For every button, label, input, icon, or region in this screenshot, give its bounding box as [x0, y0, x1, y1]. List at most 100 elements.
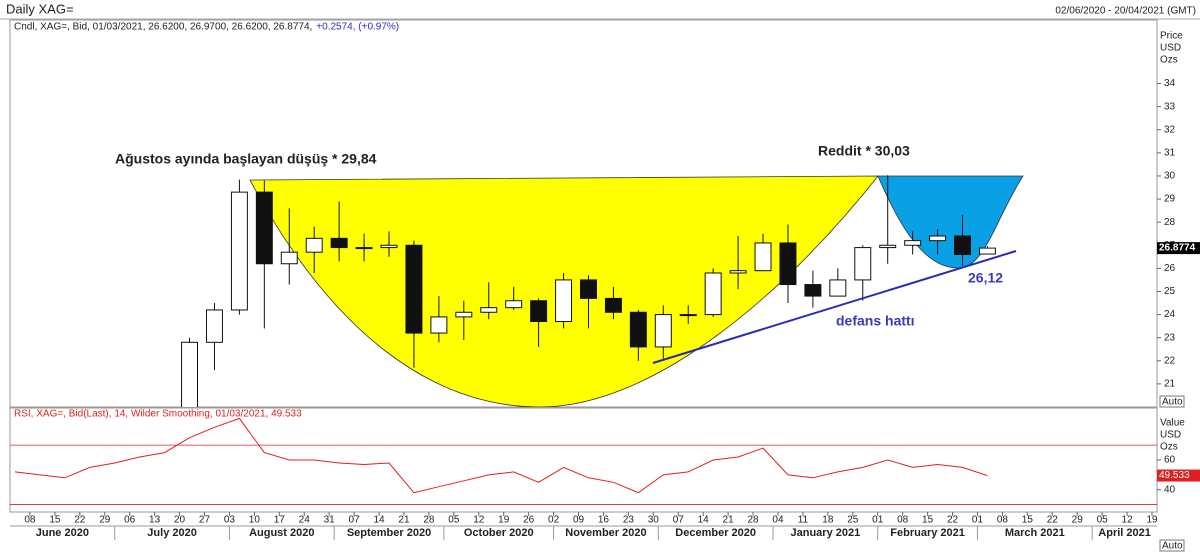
month-label: February 2021 — [890, 527, 965, 539]
last-price: 26.8774 — [1159, 243, 1196, 254]
candle-body — [729, 270, 747, 274]
candle-body — [305, 237, 323, 253]
candle-body — [530, 300, 548, 323]
x-tick-label: 22 — [74, 515, 86, 526]
x-tick-label: 14 — [373, 515, 385, 526]
annotation: defans hattı — [836, 313, 915, 329]
x-tick-label: 22 — [1047, 515, 1059, 526]
candle-body — [405, 244, 423, 334]
candle-body — [355, 247, 373, 250]
axis-label: Ozs — [1160, 55, 1178, 66]
candle-body — [879, 244, 897, 249]
month-label: March 2021 — [1005, 527, 1065, 539]
y-tick-label: 60 — [1164, 455, 1176, 466]
month-label: December 2020 — [675, 527, 756, 539]
candle-body — [580, 279, 597, 299]
rsi-group — [14, 417, 988, 494]
x-tick-label: 06 — [124, 515, 136, 526]
candle-body — [205, 309, 223, 343]
candle-body — [181, 341, 199, 407]
x-tick-label: 21 — [398, 515, 410, 526]
candle-body — [954, 235, 971, 256]
y-tick-label: 32 — [1164, 124, 1176, 135]
rsi-line — [14, 417, 988, 494]
y-tick-label: 28 — [1164, 217, 1176, 228]
axis-label: Ozs — [1160, 442, 1178, 453]
axis-label: Price — [1160, 31, 1183, 42]
candle-body — [505, 300, 523, 309]
candle-body — [929, 235, 947, 242]
x-tick-label: 02 — [548, 515, 560, 526]
candle-body — [704, 272, 722, 316]
scale-mode[interactable]: Auto — [1162, 397, 1183, 408]
chart-title: Daily XAG= — [6, 1, 74, 16]
axis-label: USD — [1160, 430, 1181, 441]
x-tick-label: 29 — [1072, 515, 1084, 526]
month-label: October 2020 — [464, 527, 534, 539]
x-tick-label: 15 — [922, 515, 934, 526]
y-tick-label: 22 — [1164, 355, 1176, 366]
candle-body — [330, 237, 348, 249]
x-tick-label: 08 — [997, 515, 1009, 526]
x-tick-label: 08 — [24, 515, 36, 526]
annotation: Ağustos ayında başlayan düşüş * 29,84 — [115, 151, 377, 167]
month-label: November 2020 — [565, 527, 646, 539]
x-tick-label: 12 — [473, 515, 485, 526]
candle-body — [604, 297, 622, 313]
x-tick-label: 16 — [598, 515, 610, 526]
month-label: June 2020 — [36, 527, 89, 539]
x-tick-label: 26 — [523, 515, 535, 526]
candle-body — [804, 284, 822, 297]
x-tick-label: 17 — [274, 515, 286, 526]
candle-body — [829, 279, 847, 297]
y-tick-label: 29 — [1164, 194, 1176, 205]
candle-body — [754, 242, 772, 272]
annotation: 26,12 — [968, 270, 1003, 286]
candle-body — [280, 251, 298, 265]
candle-body — [380, 244, 398, 249]
y-tick-label: 23 — [1164, 332, 1176, 343]
candle-body — [430, 316, 448, 334]
y-tick-label: 21 — [1164, 379, 1176, 390]
scale-box[interactable] — [1159, 395, 1185, 408]
x-tick-label: 19 — [1146, 515, 1158, 526]
scale-mode[interactable]: Auto — [1162, 541, 1183, 552]
x-tick-label: 07 — [673, 515, 685, 526]
date-range: 02/06/2020 - 20/04/2021 (GMT) — [1055, 6, 1196, 17]
x-tick-label: 07 — [349, 515, 361, 526]
support-line — [652, 250, 1017, 364]
x-tick-label: 08 — [897, 515, 909, 526]
x-tick-label: 15 — [1022, 515, 1034, 526]
month-label: September 2020 — [347, 527, 431, 539]
x-tick-label: 31 — [324, 515, 336, 526]
x-tick-label: 05 — [1097, 515, 1109, 526]
last-rsi-box — [1157, 469, 1200, 482]
candle-body — [629, 311, 647, 348]
axis-label: Value — [1160, 418, 1185, 429]
x-tick-label: 01 — [872, 515, 884, 526]
rsi-legend: RSI, XAG=, Bid(Last), 14, Wilder Smoothi… — [14, 409, 302, 420]
y-tick-label: 30 — [1164, 171, 1176, 182]
price-frame — [9, 19, 1158, 408]
y-tick-label: 25 — [1164, 286, 1176, 297]
x-tick-label: 03 — [224, 515, 236, 526]
y-tick-label: 24 — [1164, 309, 1176, 320]
x-tick-label: 05 — [448, 515, 460, 526]
scale-box[interactable] — [1159, 539, 1185, 552]
y-tick-label: 31 — [1164, 147, 1176, 158]
x-tick-label: 27 — [199, 515, 211, 526]
axis-label: USD — [1160, 43, 1181, 54]
x-tick-label: 23 — [623, 515, 635, 526]
x-tick-label: 30 — [648, 515, 660, 526]
y-tick-label: 34 — [1164, 78, 1176, 89]
x-tick-label: 28 — [423, 515, 435, 526]
candle-body — [480, 307, 498, 313]
x-tick-label: 28 — [747, 515, 759, 526]
candle-body — [978, 247, 996, 255]
x-tick-label: 24 — [299, 515, 311, 526]
x-tick-label: 15 — [49, 515, 61, 526]
candle-body — [255, 191, 273, 265]
x-tick-label: 04 — [772, 515, 784, 526]
last-rsi: 49.533 — [1159, 470, 1190, 481]
x-tick-label: 12 — [1122, 515, 1134, 526]
